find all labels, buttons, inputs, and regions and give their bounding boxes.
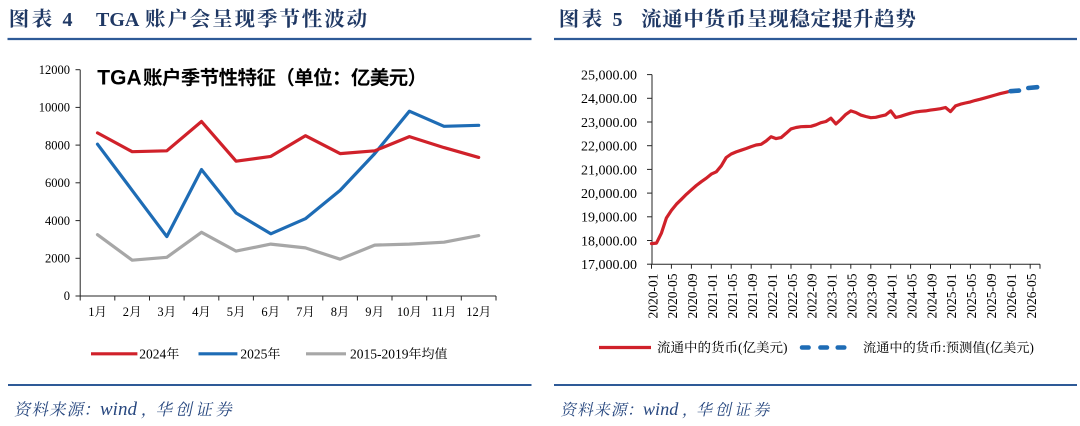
svg-text:2020-05: 2020-05 xyxy=(665,273,680,318)
svg-text:2022-01: 2022-01 xyxy=(765,274,780,319)
svg-text:2025-01: 2025-01 xyxy=(944,274,959,319)
svg-text:2026-01: 2026-01 xyxy=(1004,274,1019,319)
svg-text:22,000.00: 22,000.00 xyxy=(581,140,637,155)
svg-text:wind: wind xyxy=(100,399,137,420)
svg-text:2000: 2000 xyxy=(45,252,70,266)
svg-text:2021-05: 2021-05 xyxy=(725,273,740,318)
svg-text:2023-01: 2023-01 xyxy=(825,274,840,319)
svg-text:6: 6 xyxy=(261,305,267,319)
svg-text:10000: 10000 xyxy=(39,101,70,115)
svg-text:(: ( xyxy=(986,340,990,355)
svg-text:2024-05: 2024-05 xyxy=(904,273,919,318)
svg-text:0: 0 xyxy=(64,289,70,303)
svg-text:21,000.00: 21,000.00 xyxy=(581,163,637,178)
svg-text:12000: 12000 xyxy=(39,63,70,77)
svg-text:12: 12 xyxy=(466,305,479,319)
svg-text:TGA: TGA xyxy=(97,67,141,90)
svg-text:9: 9 xyxy=(365,305,371,319)
svg-text:2015-2019: 2015-2019 xyxy=(350,346,409,361)
svg-text:1: 1 xyxy=(88,305,94,319)
svg-text:2026-05: 2026-05 xyxy=(1024,273,1039,318)
svg-text:2023-09: 2023-09 xyxy=(865,273,880,318)
svg-text:23,000.00: 23,000.00 xyxy=(581,116,637,131)
svg-text:10: 10 xyxy=(397,305,410,319)
svg-text:2: 2 xyxy=(123,305,129,319)
svg-text:2025-05: 2025-05 xyxy=(964,273,979,318)
svg-text:2025-09: 2025-09 xyxy=(984,273,999,318)
svg-text:3: 3 xyxy=(157,305,163,319)
svg-text:8: 8 xyxy=(331,305,337,319)
svg-text:2024-01: 2024-01 xyxy=(885,274,900,319)
svg-text:20,000.00: 20,000.00 xyxy=(581,187,637,202)
svg-text:2024: 2024 xyxy=(139,346,166,361)
svg-text:): ) xyxy=(1030,340,1034,355)
svg-text:2021-01: 2021-01 xyxy=(705,274,720,319)
svg-text:(: ( xyxy=(738,340,743,355)
svg-text:2020-09: 2020-09 xyxy=(685,273,700,318)
svg-text:wind: wind xyxy=(643,399,679,419)
svg-text:18,000.00: 18,000.00 xyxy=(581,234,637,249)
svg-text:2020-01: 2020-01 xyxy=(645,274,660,319)
svg-text:4: 4 xyxy=(192,305,199,319)
svg-text:11: 11 xyxy=(432,305,444,319)
svg-text:17,000.00: 17,000.00 xyxy=(581,258,637,273)
svg-text:24,000.00: 24,000.00 xyxy=(581,92,637,107)
svg-text:6000: 6000 xyxy=(45,176,70,190)
svg-text:5: 5 xyxy=(613,9,623,31)
svg-text:4: 4 xyxy=(63,9,73,31)
svg-text:7: 7 xyxy=(296,305,302,319)
svg-text:19,000.00: 19,000.00 xyxy=(581,211,637,226)
svg-text:2024-09: 2024-09 xyxy=(924,273,939,318)
svg-text::: : xyxy=(942,340,946,355)
svg-text:2021-09: 2021-09 xyxy=(745,273,760,318)
svg-text:TGA: TGA xyxy=(96,9,140,31)
svg-text:8000: 8000 xyxy=(45,138,70,152)
svg-text:2025: 2025 xyxy=(240,346,267,361)
svg-text:25,000.00: 25,000.00 xyxy=(581,69,637,84)
svg-text:): ) xyxy=(783,340,788,355)
svg-text:5: 5 xyxy=(227,305,233,319)
svg-text:4000: 4000 xyxy=(45,214,70,228)
svg-text:2022-05: 2022-05 xyxy=(785,273,800,318)
svg-text:2022-09: 2022-09 xyxy=(805,273,820,318)
svg-text:2023-05: 2023-05 xyxy=(845,273,860,318)
